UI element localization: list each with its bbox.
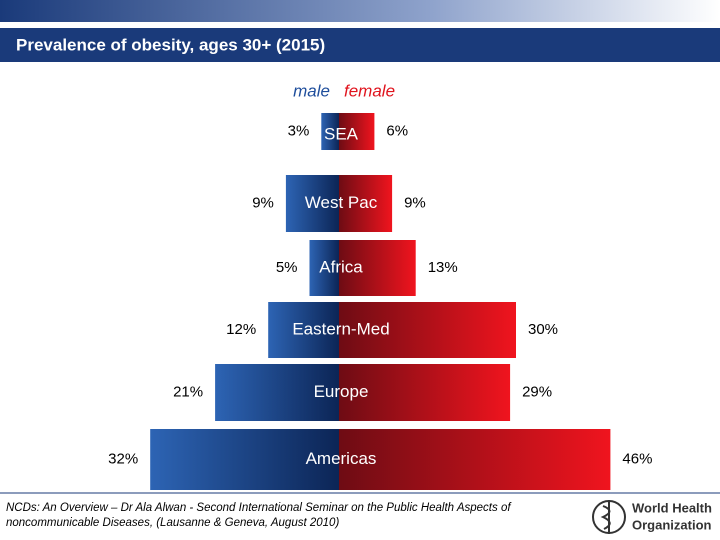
value-label: 46% bbox=[622, 450, 652, 467]
legend-female: female bbox=[344, 81, 395, 100]
legend-male: male bbox=[293, 81, 330, 100]
value-label: 21% bbox=[173, 383, 203, 400]
logo-text: Organization bbox=[632, 517, 712, 532]
title-band bbox=[0, 28, 720, 62]
category-label: SEA bbox=[324, 124, 359, 143]
category-label: Europe bbox=[314, 382, 369, 401]
source-line: NCDs: An Overview – Dr Ala Alwan - Secon… bbox=[6, 502, 512, 514]
bar-male bbox=[321, 113, 339, 150]
category-label: Eastern-Med bbox=[292, 319, 389, 338]
source-line: noncommunicable Diseases, (Lausanne & Ge… bbox=[6, 517, 339, 529]
value-label: 5% bbox=[276, 259, 298, 276]
category-label: Americas bbox=[306, 449, 377, 468]
title: Prevalence of obesity, ages 30+ (2015) bbox=[16, 35, 325, 54]
bar-male bbox=[285, 175, 339, 232]
bar-male bbox=[150, 429, 339, 490]
bar-female bbox=[339, 240, 416, 296]
bar-female bbox=[339, 302, 516, 358]
value-label: 12% bbox=[226, 321, 256, 338]
category-label: West Pac bbox=[305, 193, 378, 212]
value-label: 30% bbox=[528, 321, 558, 338]
value-label: 29% bbox=[522, 383, 552, 400]
bar-female bbox=[339, 429, 611, 490]
who-emblem bbox=[592, 500, 626, 534]
value-label: 6% bbox=[386, 122, 408, 139]
value-label: 3% bbox=[288, 122, 310, 139]
value-label: 9% bbox=[252, 194, 274, 211]
value-label: 13% bbox=[428, 259, 458, 276]
bar-male bbox=[268, 302, 339, 358]
logo-text: World Health bbox=[632, 500, 712, 515]
bar-male bbox=[309, 240, 339, 296]
category-label: Africa bbox=[319, 257, 363, 276]
bar-female bbox=[339, 175, 393, 232]
bar-male bbox=[215, 364, 339, 421]
bar-female bbox=[339, 364, 511, 421]
value-label: 32% bbox=[108, 450, 138, 467]
top-band bbox=[0, 0, 720, 22]
value-label: 9% bbox=[404, 194, 426, 211]
bar-female bbox=[339, 113, 375, 150]
